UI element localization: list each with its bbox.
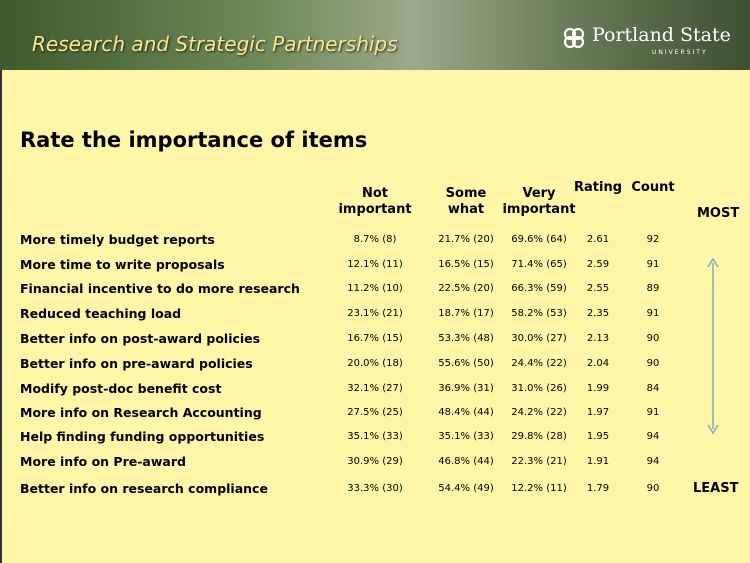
table-cell: 36.9% (31) xyxy=(438,383,494,394)
table-cell: 54.4% (49) xyxy=(438,483,494,494)
table-cell: 2.35 xyxy=(586,308,610,319)
table-cell: 94 xyxy=(646,456,660,467)
logo-icon xyxy=(563,27,585,49)
table-cell: 84 xyxy=(646,383,660,394)
table-cell: 30.9% (29) xyxy=(347,456,403,467)
table-cell: 90 xyxy=(646,483,660,494)
row-label: More timely budget reports xyxy=(20,232,215,247)
table-cell: 71.4% (65) xyxy=(511,259,567,270)
row-label: Reduced teaching load xyxy=(20,306,182,321)
top-label: MOST xyxy=(697,206,740,221)
column-header: Rating xyxy=(573,180,622,195)
bottom-label: LEAST xyxy=(693,481,739,496)
table-cell: 29.8% (28) xyxy=(511,431,567,442)
table-cell: 27.5% (25) xyxy=(347,407,403,418)
table-cell: 1.91 xyxy=(586,456,610,467)
table-cell: 22.5% (20) xyxy=(438,283,494,294)
table-cell: 1.99 xyxy=(586,383,610,394)
table-cell: 55.6% (50) xyxy=(438,358,494,369)
header-title: Research and Strategic Partnerships xyxy=(32,32,398,56)
row-label: More info on Research Accounting xyxy=(20,405,262,420)
table-cell: 2.04 xyxy=(586,358,610,369)
table-cell: 2.59 xyxy=(586,259,610,270)
table-cell: 35.1% (33) xyxy=(347,431,403,442)
logo: Portland State xyxy=(592,24,731,46)
table-cell: 24.2% (22) xyxy=(511,407,567,418)
table-cell: 48.4% (44) xyxy=(438,407,494,418)
table-cell: 89 xyxy=(646,283,660,294)
column-header: Some what xyxy=(445,186,487,217)
rank-arrow xyxy=(707,257,719,435)
table-cell: 90 xyxy=(646,333,660,344)
table-cell: 1.95 xyxy=(586,431,610,442)
table-cell: 12.1% (11) xyxy=(347,259,403,270)
logo-subtitle: UNIVERSITY xyxy=(652,49,708,56)
table-cell: 91 xyxy=(646,259,660,270)
table-cell: 30.0% (27) xyxy=(511,333,567,344)
table-cell: 23.1% (21) xyxy=(347,308,403,319)
row-label: Better info on post-award policies xyxy=(20,331,261,346)
table-cell: 33.3% (30) xyxy=(347,483,403,494)
table-cell: 1.79 xyxy=(586,483,610,494)
table-cell: 90 xyxy=(646,358,660,369)
table-cell: 24.4% (22) xyxy=(511,358,567,369)
table-cell: 53.3% (48) xyxy=(438,333,494,344)
table-cell: 94 xyxy=(646,431,660,442)
table-cell: 1.97 xyxy=(586,407,610,418)
table-cell: 21.7% (20) xyxy=(438,234,494,245)
table-cell: 2.13 xyxy=(586,333,610,344)
table-cell: 46.8% (44) xyxy=(438,456,494,467)
column-header: Count xyxy=(631,180,675,195)
header: Research and Strategic Partnerships Port… xyxy=(0,0,750,70)
table-cell: 2.55 xyxy=(586,283,610,294)
row-label: Help finding funding opportunities xyxy=(20,429,265,444)
table-cell: 20.0% (18) xyxy=(347,358,403,369)
table-cell: 16.7% (15) xyxy=(347,333,403,344)
table-cell: 22.3% (21) xyxy=(511,456,567,467)
table-cell: 92 xyxy=(646,234,660,245)
table-cell: 16.5% (15) xyxy=(438,259,494,270)
table-cell: 32.1% (27) xyxy=(347,383,403,394)
table-cell: 2.61 xyxy=(586,234,610,245)
table-cell: 58.2% (53) xyxy=(511,308,567,319)
row-label: Modify post-doc benefit cost xyxy=(20,381,222,396)
row-label: Better info on research compliance xyxy=(20,481,268,496)
row-label: More time to write proposals xyxy=(20,257,225,272)
table-cell: 12.2% (11) xyxy=(511,483,567,494)
table-cell: 11.2% (10) xyxy=(347,283,403,294)
table-cell: 8.7% (8) xyxy=(353,234,397,245)
row-label: Financial incentive to do more research xyxy=(20,281,300,296)
table-cell: 35.1% (33) xyxy=(438,431,494,442)
table-cell: 31.0% (26) xyxy=(511,383,567,394)
table-cell: 66.3% (59) xyxy=(511,283,567,294)
table-cell: 18.7% (17) xyxy=(438,308,494,319)
table-cell: 91 xyxy=(646,407,660,418)
column-header: Not important xyxy=(338,186,412,217)
column-header: Very important xyxy=(502,186,576,217)
left-border xyxy=(0,70,2,563)
table-cell: 69.6% (64) xyxy=(511,234,567,245)
heading: Rate the importance of items xyxy=(20,128,368,152)
table-cell: 91 xyxy=(646,308,660,319)
row-label: Better info on pre-award policies xyxy=(20,356,253,371)
row-label: More info on Pre-award xyxy=(20,454,186,469)
